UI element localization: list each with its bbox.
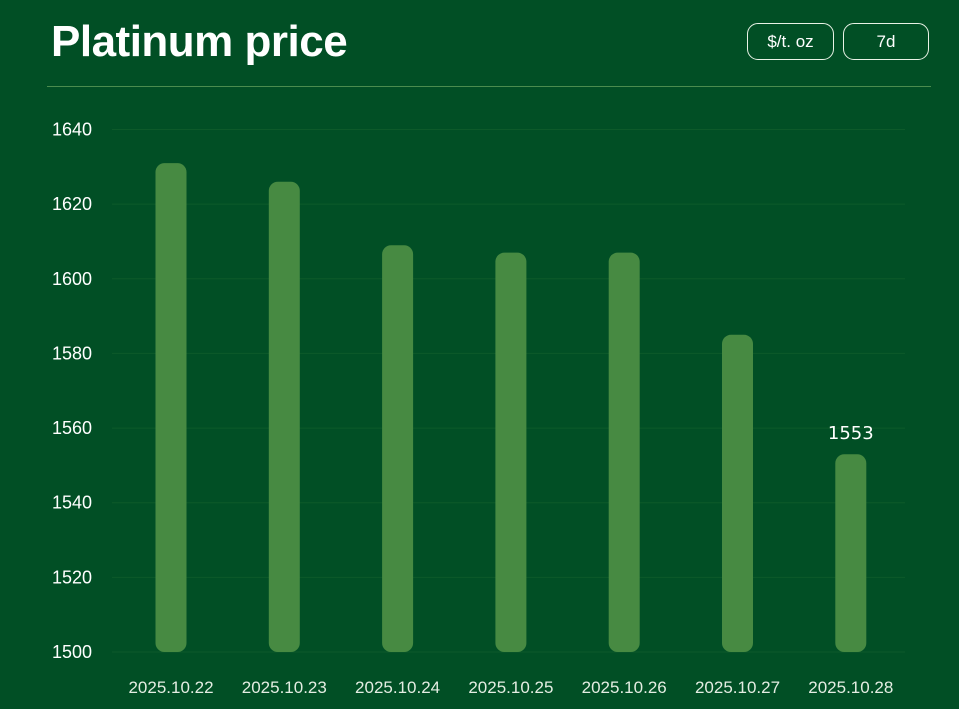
x-tick-label: 2025.10.25 — [468, 678, 553, 697]
y-tick-label: 1640 — [52, 120, 92, 140]
x-tick-label: 2025.10.27 — [695, 678, 780, 697]
x-tick-label: 2025.10.24 — [355, 678, 440, 697]
x-tick-label: 2025.10.26 — [582, 678, 667, 697]
bar — [835, 454, 867, 652]
bar — [608, 252, 640, 653]
data-label: 1553 — [828, 423, 874, 444]
x-tick-label: 2025.10.23 — [242, 678, 327, 697]
unit-button[interactable]: $/t. oz — [747, 23, 834, 60]
range-button[interactable]: 7d — [843, 23, 929, 60]
y-tick-label: 1540 — [52, 493, 92, 513]
header-divider — [47, 86, 931, 87]
x-tick-label: 2025.10.22 — [128, 678, 213, 697]
bar — [382, 245, 414, 653]
x-tick-label: 2025.10.28 — [808, 678, 893, 697]
y-tick-label: 1560 — [52, 418, 92, 438]
bar — [722, 334, 753, 652]
y-tick-label: 1600 — [52, 269, 92, 289]
y-tick-label: 1580 — [52, 343, 92, 363]
y-tick-label: 1520 — [52, 567, 92, 587]
page-title: Platinum price — [51, 17, 348, 66]
bar — [495, 252, 527, 653]
bar — [155, 163, 187, 652]
bar — [268, 181, 300, 652]
y-tick-label: 1620 — [52, 194, 92, 214]
y-tick-label: 1500 — [52, 642, 92, 662]
